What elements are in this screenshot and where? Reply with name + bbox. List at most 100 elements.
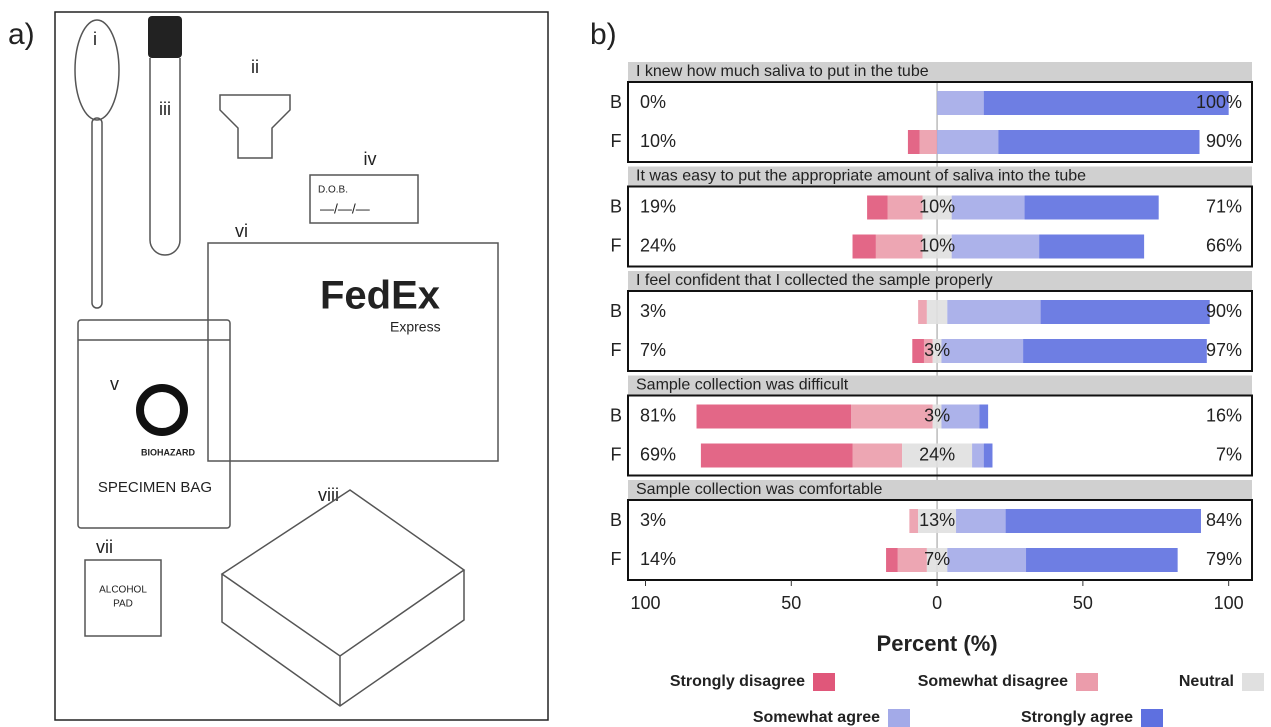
- legend-swatch: [888, 709, 910, 727]
- value-label: 10%: [919, 235, 955, 255]
- bar-segment: [852, 234, 876, 259]
- value-label: 84%: [1206, 510, 1242, 530]
- bar-segment: [972, 443, 984, 468]
- tube-cap: [148, 16, 182, 58]
- bar-segment: [998, 130, 1200, 154]
- value-label: 3%: [640, 301, 666, 321]
- alcohol-pad: [84, 559, 162, 637]
- legend-swatch: [813, 673, 835, 691]
- value-label: 10%: [640, 131, 676, 151]
- bar-segment: [851, 404, 933, 429]
- row-label: F: [611, 235, 622, 255]
- pad-text: ALCOHOL: [99, 585, 147, 596]
- value-label: 66%: [1206, 235, 1242, 255]
- bar-segment: [922, 234, 952, 259]
- biohazard-icon: [136, 384, 188, 436]
- bar-segment: [887, 195, 923, 220]
- bar-segment: [875, 234, 923, 259]
- swab-stick: [91, 117, 103, 309]
- row-label: B: [610, 510, 622, 530]
- pad-text: PAD: [113, 599, 133, 610]
- facet-title: I knew how much saliva to put in the tub…: [636, 63, 929, 80]
- legend-label: Somewhat disagree: [918, 673, 1068, 690]
- bar-segment: [951, 195, 1025, 220]
- legend-swatch: [1242, 673, 1264, 691]
- facet-box: [627, 81, 1253, 163]
- value-label: 24%: [640, 235, 676, 255]
- bar-segment: [912, 339, 924, 363]
- bar-segment: [700, 443, 853, 468]
- panel-label: b): [590, 18, 617, 51]
- facet-header: [628, 166, 1252, 187]
- value-label: 13%: [919, 510, 955, 530]
- tube: [149, 58, 181, 256]
- bar-segment: [696, 404, 852, 429]
- bar-segment: [1039, 234, 1145, 259]
- item-label: iv: [364, 149, 377, 169]
- panel-label: a): [8, 18, 35, 51]
- row-label: F: [611, 444, 622, 464]
- bar-segment: [919, 130, 938, 154]
- bar-segment: [922, 195, 952, 220]
- row-label: F: [611, 131, 622, 151]
- x-tick-label: 50: [781, 593, 801, 613]
- row-label: F: [611, 549, 622, 569]
- dob-text: D.O.B.: [318, 185, 348, 196]
- facet-title: Sample collection was difficult: [636, 377, 849, 394]
- value-label: 16%: [1206, 405, 1242, 425]
- value-label: 81%: [640, 405, 676, 425]
- row-label: B: [610, 196, 622, 216]
- value-label: 3%: [924, 405, 950, 425]
- item-label: viii: [318, 485, 339, 505]
- bar-segment: [1024, 195, 1159, 220]
- bar-segment: [897, 548, 927, 572]
- bar-segment: [902, 443, 973, 468]
- bar-segment: [1040, 300, 1210, 324]
- bar-segment: [867, 195, 888, 220]
- bar-segment: [907, 130, 920, 154]
- x-tick-label: 100: [1214, 593, 1244, 613]
- bar-segment: [979, 404, 989, 429]
- dob-sticker: [309, 174, 419, 224]
- bar-segment: [926, 300, 948, 324]
- row-label: F: [611, 340, 622, 360]
- facet-box: [627, 499, 1253, 581]
- specimen-bag: [77, 319, 231, 529]
- bar-segment: [909, 509, 919, 533]
- bar-segment: [983, 443, 993, 468]
- x-tick-label: 50: [1073, 593, 1093, 613]
- bar-segment: [937, 91, 984, 115]
- panel-a: a) i iii ii iv D.O.B. —/—/— vi FedEx Exp…: [8, 11, 549, 721]
- value-label: 24%: [919, 444, 955, 464]
- facet-title: It was easy to put the appropriate amoun…: [636, 168, 1086, 185]
- facet-box: [627, 185, 1253, 268]
- legend-label: Somewhat agree: [753, 709, 880, 726]
- bar-segment: [1023, 339, 1207, 363]
- bar-segment: [1005, 509, 1201, 533]
- specimen-text: SPECIMEN BAG: [98, 479, 212, 496]
- value-label: 69%: [640, 444, 676, 464]
- value-label: 71%: [1206, 196, 1242, 216]
- value-label: 7%: [1216, 444, 1242, 464]
- value-label: 97%: [1206, 340, 1242, 360]
- x-axis-title: Percent (%): [877, 631, 998, 656]
- row-label: B: [610, 405, 622, 425]
- value-label: 10%: [919, 196, 955, 216]
- x-tick-label: 0: [932, 593, 942, 613]
- bar-segment: [947, 548, 1027, 572]
- value-label: 90%: [1206, 131, 1242, 151]
- row-label: B: [610, 301, 622, 321]
- box: [220, 489, 466, 707]
- value-label: 90%: [1206, 301, 1242, 321]
- value-label: 3%: [924, 340, 950, 360]
- facet-header: [628, 271, 1252, 291]
- facet-box: [627, 290, 1253, 372]
- legend-swatch: [1141, 709, 1163, 727]
- item-label: v: [110, 374, 119, 394]
- bar-segment: [852, 443, 903, 468]
- row-label: B: [610, 92, 622, 112]
- panel-frame: [54, 11, 549, 721]
- bar-segment: [932, 404, 942, 429]
- fedex-logo: FedEx: [320, 274, 440, 318]
- dob-blank: —/—/—: [320, 201, 370, 217]
